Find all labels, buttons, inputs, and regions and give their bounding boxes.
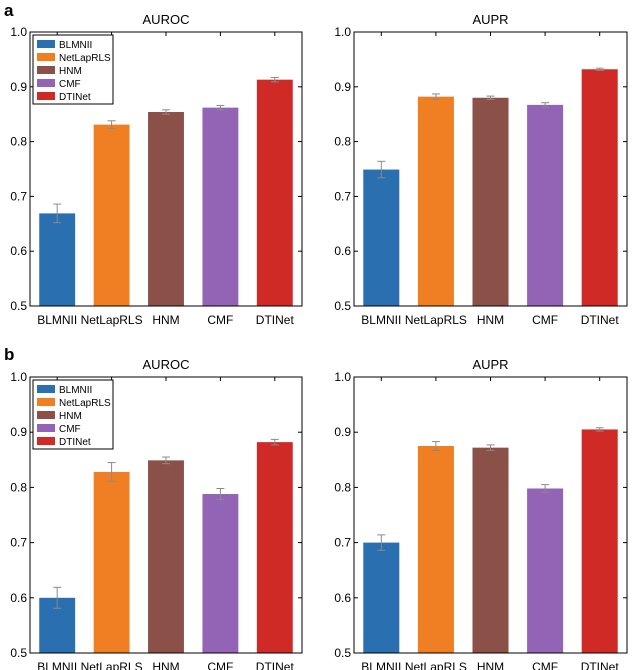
bar-dtinet	[581, 69, 618, 306]
legend-label: DTINet	[59, 437, 91, 448]
chart-title: AUPR	[472, 357, 508, 372]
x-tick-label: HNM	[477, 660, 504, 670]
legend-label: CMF	[59, 424, 81, 435]
bar-hnm	[148, 112, 184, 307]
x-tick-label: NetLapRLS	[81, 313, 143, 327]
x-tick-label: CMF	[207, 660, 233, 670]
bar-dtinet	[256, 79, 293, 307]
y-tick-label: 1.0	[10, 370, 27, 384]
bar-netlaprls	[417, 96, 454, 306]
y-tick-label: 0.6	[334, 591, 351, 605]
legend-label: DTINet	[59, 92, 91, 103]
bar-blmnii	[39, 213, 76, 306]
y-tick-label: 1.0	[10, 25, 27, 39]
plot-frame	[29, 376, 303, 654]
bar-cmf	[202, 107, 239, 307]
x-tick-label: BLMNII	[37, 660, 77, 670]
y-tick-label: 0.8	[334, 480, 351, 494]
legend-label: BLMNII	[59, 40, 92, 51]
legend-swatch-blmnii	[37, 40, 55, 48]
legend-swatch-cmf	[37, 424, 55, 432]
legend-label: HNM	[59, 411, 82, 422]
x-tick-label: DTINet	[581, 313, 620, 327]
x-tick-label: BLMNII	[361, 660, 401, 670]
y-tick-label: 0.7	[10, 189, 27, 203]
x-tick-label: BLMNII	[361, 313, 401, 327]
chart-b-aupr: AUPR 0.5 0.6 0.7 0.8 0.9 1.0 BLMNII NetLapRLS HNM…	[334, 357, 628, 670]
chart-title: AUPR	[472, 12, 508, 27]
legend-swatch-hnm	[37, 411, 55, 419]
x-tick-label: NetLapRLS	[405, 660, 467, 670]
legend-swatch-netlaprls	[37, 53, 55, 61]
y-tick-label: 0.8	[334, 135, 351, 149]
legend-swatch-cmf	[37, 79, 55, 87]
y-tick-label: 0.8	[10, 480, 27, 494]
chart-a-aupr: AUPR 0.5 0.6 0.7 0.8 0.9 1.0 BLMNII NetLapRLS HNM…	[334, 12, 628, 327]
plot-frame	[353, 31, 628, 307]
chart-a-auroc: AUROC 0.5 0.6 0.7 0.8 0.9 1.0 BLMNII NetLapRLS HN…	[10, 12, 303, 327]
bar-netlaprls	[93, 124, 130, 306]
y-tick-label: 0.5	[10, 646, 27, 660]
y-tick-label: 0.6	[10, 244, 27, 258]
y-tick-label: 0.9	[334, 425, 351, 439]
y-tick-label: 0.5	[10, 299, 27, 313]
bar-cmf	[527, 488, 564, 653]
y-tick-label: 0.6	[334, 244, 351, 258]
y-tick-label: 0.6	[10, 591, 27, 605]
legend-label: NetLapRLS	[59, 398, 111, 409]
bar-dtinet	[581, 429, 618, 653]
bar-hnm	[472, 97, 509, 306]
y-tick-label: 0.9	[10, 80, 27, 94]
bar-blmnii	[363, 169, 400, 306]
y-tick-label: 0.7	[334, 536, 351, 550]
x-tick-label: HNM	[152, 660, 179, 670]
legend-label: NetLapRLS	[59, 53, 111, 64]
x-tick-label: HNM	[152, 313, 179, 327]
legend-swatch-netlaprls	[37, 398, 55, 406]
legend-swatch-dtinet	[37, 437, 55, 445]
bar-blmnii	[363, 542, 400, 653]
legend-swatch-blmnii	[37, 385, 55, 393]
y-tick-label: 1.0	[334, 370, 351, 384]
bar-dtinet	[256, 442, 293, 653]
panel-letter-b: b	[4, 345, 14, 364]
chart-b-auroc: AUROC 0.5 0.6 0.7 0.8 0.9 1.0 BLMNII NetLapRLS HN…	[10, 357, 303, 670]
x-tick-label: NetLapRLS	[405, 313, 467, 327]
x-tick-label: NetLapRLS	[81, 660, 143, 670]
legend-swatch-hnm	[37, 66, 55, 74]
y-tick-label: 0.5	[334, 646, 351, 660]
x-tick-label: HNM	[477, 313, 504, 327]
x-tick-label: BLMNII	[37, 313, 77, 327]
x-tick-label: CMF	[532, 313, 558, 327]
chart-title: AUROC	[143, 12, 190, 27]
legend-label: CMF	[59, 79, 81, 90]
bar-cmf	[527, 104, 564, 306]
legend-label: BLMNII	[59, 385, 92, 396]
bar-cmf	[202, 494, 239, 653]
bar-hnm	[148, 460, 184, 653]
x-tick-label: DTINet	[256, 313, 295, 327]
y-tick-label: 0.9	[334, 80, 351, 94]
plot-frame	[29, 31, 303, 307]
chart-title: AUROC	[143, 357, 190, 372]
y-tick-label: 0.7	[334, 189, 351, 203]
y-tick-label: 1.0	[334, 25, 351, 39]
x-tick-label: CMF	[532, 660, 558, 670]
bar-netlaprls	[93, 471, 130, 653]
y-tick-label: 0.8	[10, 135, 27, 149]
panel-letter-a: a	[4, 1, 14, 20]
x-tick-label: DTINet	[581, 660, 620, 670]
y-tick-label: 0.9	[10, 425, 27, 439]
x-tick-label: CMF	[207, 313, 233, 327]
y-tick-label: 0.5	[334, 299, 351, 313]
plot-frame	[353, 376, 628, 654]
x-tick-label: DTINet	[256, 660, 295, 670]
y-tick-label: 0.7	[10, 536, 27, 550]
legend-label: HNM	[59, 66, 82, 77]
bar-netlaprls	[417, 446, 454, 653]
bar-hnm	[472, 447, 509, 653]
legend-swatch-dtinet	[37, 92, 55, 100]
